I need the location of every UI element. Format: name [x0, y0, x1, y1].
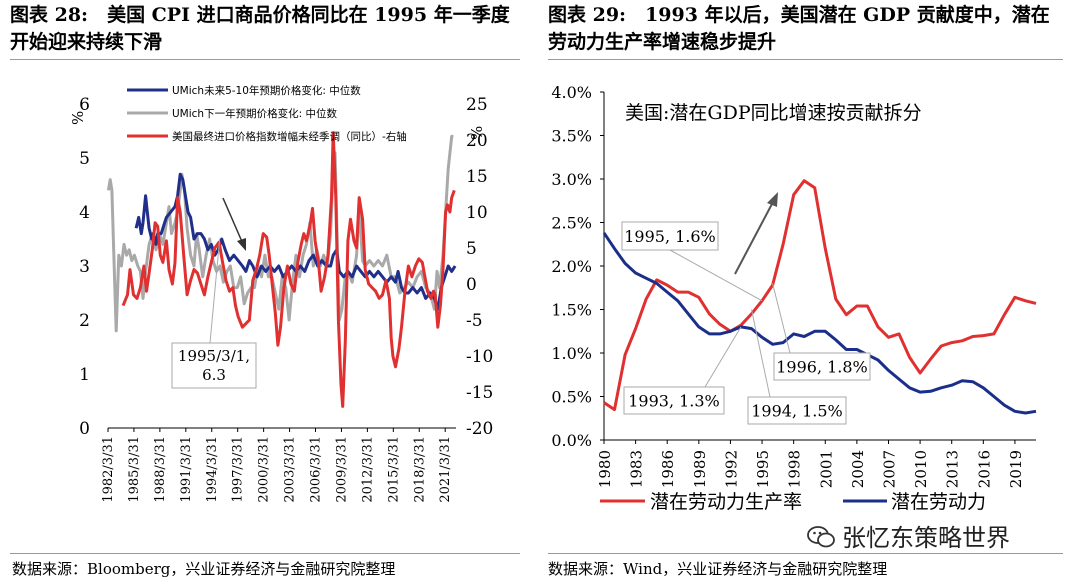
- x-tick-label: 1986: [659, 450, 677, 488]
- x-tick-label: 1998: [786, 450, 804, 488]
- x-tick-label: 2003/3/31: [283, 436, 298, 503]
- y-left-tick-label: 1: [79, 365, 90, 385]
- annotation-box-1: [773, 352, 871, 381]
- x-tick-label: 1982/3/31: [101, 436, 116, 503]
- x-tick-label: 2007: [880, 450, 898, 488]
- y-right-tick-label: -20: [466, 419, 493, 439]
- x-tick-label: 2018/3/31: [412, 436, 427, 503]
- y-left-tick-label: 4: [79, 203, 90, 223]
- y-left-tick-label: 2: [79, 311, 90, 331]
- annotation-leader-1: [772, 283, 791, 354]
- x-tick-label: 2000/3/31: [257, 436, 272, 503]
- x-tick-label: 2013: [944, 450, 962, 488]
- annotation-text-0: 1995, 1.6%: [624, 227, 716, 246]
- annotation-text-2: 1993, 1.3%: [628, 392, 720, 411]
- trend-arrow-head: [767, 192, 778, 207]
- trend-arrow-line: [734, 201, 774, 275]
- y-tick-label: 1.0%: [551, 344, 592, 363]
- y-right-tick-label: -15: [466, 383, 493, 403]
- x-tick-label: 2015/3/31: [386, 436, 401, 503]
- x-tick-label: 2009/3/31: [334, 436, 349, 503]
- y-left-tick-label: 6: [79, 95, 90, 115]
- wechat-icon: [807, 526, 835, 548]
- y-tick-label: 1.5%: [551, 301, 592, 320]
- x-tick-label: 2019: [1007, 450, 1025, 488]
- left-title-divider: [10, 59, 520, 60]
- x-tick-label: 1994/3/31: [205, 436, 220, 503]
- right-chart: 0.0% 0.5% 1.0% 1.5% 2.0% 2.5% 3.0% 3.5% 4.0% 1980…: [551, 83, 1037, 513]
- trend-arrow-head: [237, 238, 246, 251]
- series-line-2: [121, 131, 456, 408]
- left-chart: 1982/3/31 1985/3/31 1988/3/31 1991/3/31 1994…: [69, 84, 493, 503]
- x-tick-label: 1992: [722, 450, 740, 488]
- x-tick-label: 2016: [975, 450, 993, 488]
- legend-label-1: 潜在劳动力: [891, 491, 986, 513]
- y-right-tick-label: 15: [466, 167, 488, 187]
- legend-label-1: UMich下一年预期价格变化: 中位数: [172, 107, 337, 120]
- y-tick-label: 2.0%: [551, 257, 592, 276]
- x-tick-label: 2004: [849, 450, 867, 488]
- y-right-tick-label: -5: [466, 311, 483, 331]
- trend-arrow-line: [222, 197, 244, 245]
- x-tick-label: 2012/3/31: [360, 436, 375, 503]
- y-right-tick-label: -10: [466, 347, 493, 367]
- left-chart-title: 图表 28: 美国 CPI 进口商品价格同比在 1995 年一季度开始迎来持续下…: [10, 4, 510, 53]
- y-tick-label: 0.5%: [551, 388, 592, 407]
- x-tick-label: 1980: [596, 450, 614, 488]
- y-tick-label: 0.0%: [551, 431, 592, 450]
- annotation-text-line1: 1995/3/1,: [178, 347, 250, 365]
- legend-label-2: 美国最终进口价格指数增幅未经季调（同比）-右轴: [172, 130, 407, 143]
- left-source-divider: [10, 553, 520, 554]
- series-line-0: [134, 172, 457, 311]
- x-tick-label: 2021/3/31: [438, 436, 453, 503]
- annotation-text-line2: 6.3: [202, 366, 226, 384]
- right-chart-title: 图表 29: 1993 年以后，美国潜在 GDP 贡献度中，潜在劳动力生产率增速…: [548, 4, 1050, 53]
- legend-label-0: UMich未来5-10年预期价格变化: 中位数: [172, 84, 361, 97]
- y-left-unit-label: %: [69, 111, 87, 125]
- annotation-leader: [209, 238, 221, 344]
- right-source-divider: [548, 553, 1063, 554]
- right-title-divider: [548, 59, 1063, 60]
- x-tick-label: 1985/3/31: [127, 436, 142, 503]
- annotation-box-2: [623, 386, 725, 415]
- y-left-tick-label: 3: [79, 257, 90, 277]
- watermark: 张忆东策略世界: [842, 524, 1010, 552]
- x-tick-label: 1995: [754, 450, 772, 488]
- annotation-box-3: [747, 396, 847, 425]
- x-tick-label: 1988/3/31: [153, 436, 168, 503]
- x-tick-label: 1991/3/31: [179, 436, 194, 503]
- y-right-unit-label: %: [468, 126, 486, 140]
- annotation-text-1: 1996, 1.8%: [776, 358, 868, 377]
- left-source: 数据来源：Bloomberg，兴业证券经济与金融研究院整理: [12, 560, 396, 578]
- y-tick-label: 2.5%: [551, 214, 592, 233]
- chart-title: 美国:潜在GDP同比增速按贡献拆分: [625, 102, 922, 124]
- y-right-tick-label: 20: [466, 131, 488, 151]
- annotation-leader-0: [669, 249, 763, 302]
- series-line-0: [603, 179, 1037, 412]
- annotation-box-0: [621, 221, 719, 251]
- x-tick-label: 2006/3/31: [309, 436, 324, 503]
- y-right-tick-label: 10: [466, 203, 488, 223]
- y-left-tick-label: 0: [79, 419, 90, 439]
- x-tick-label: 1989: [691, 450, 709, 488]
- y-left-tick-label: 5: [79, 149, 90, 169]
- y-right-tick-label: 25: [466, 95, 488, 115]
- annotation-text-3: 1994, 1.5%: [751, 402, 843, 421]
- x-tick-label: 2010: [912, 450, 930, 488]
- y-tick-label: 3.5%: [551, 127, 592, 146]
- series-line-1: [602, 232, 1037, 415]
- y-right-tick-label: 0: [466, 275, 477, 295]
- legend-label-0: 潜在劳动力生产率: [650, 491, 802, 513]
- y-right-tick-label: 5: [466, 239, 477, 259]
- right-source: 数据来源：Wind，兴业证券经济与金融研究院整理: [548, 560, 888, 578]
- y-tick-label: 3.0%: [551, 170, 592, 189]
- annotation-box: [171, 342, 257, 389]
- annotation-leader-3: [751, 309, 771, 398]
- x-tick-label: 1983: [628, 450, 646, 488]
- x-tick-label: 2001: [817, 450, 835, 488]
- annotation-leader-2: [704, 326, 742, 388]
- y-tick-label: 4.0%: [551, 83, 592, 102]
- x-tick-label: 1997/3/31: [231, 436, 246, 503]
